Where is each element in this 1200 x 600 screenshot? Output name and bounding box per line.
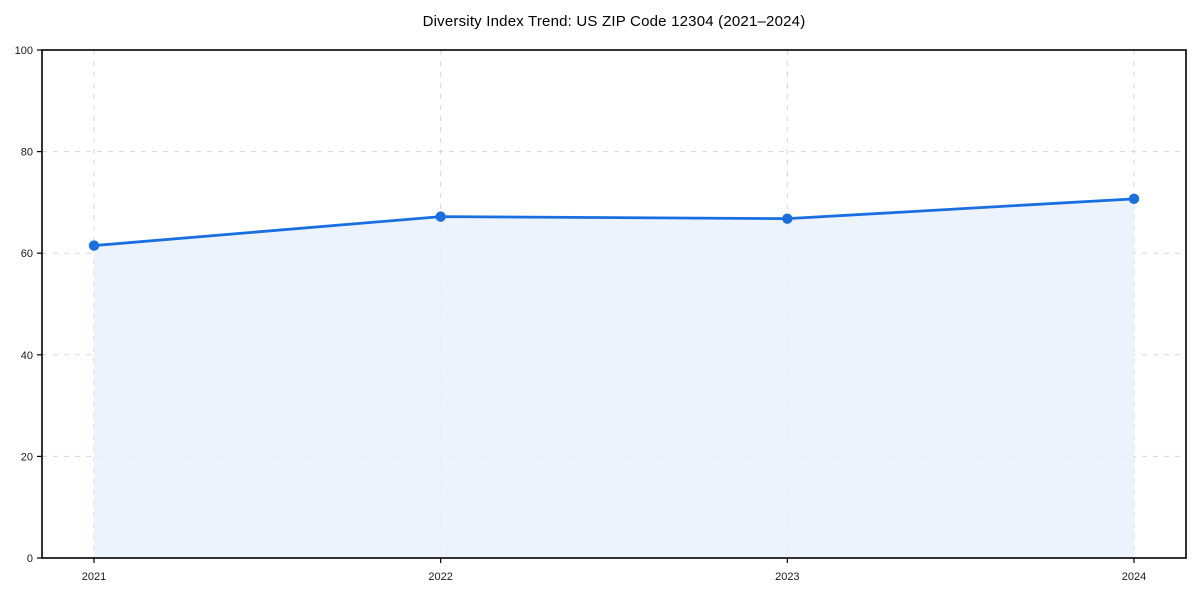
x-tick-label-2022: 2022 bbox=[428, 571, 452, 583]
y-tick-label-0: 0 bbox=[27, 553, 33, 565]
x-tick-label-2023: 2023 bbox=[775, 571, 799, 583]
y-tick-label-100: 100 bbox=[15, 45, 33, 57]
y-tick-label-80: 80 bbox=[21, 147, 33, 159]
chart-title: Diversity Index Trend: US ZIP Code 12304… bbox=[422, 13, 806, 30]
data-point-2024 bbox=[1128, 193, 1140, 205]
y-tick-label-20: 20 bbox=[21, 451, 33, 463]
data-point-2023 bbox=[782, 213, 793, 224]
data-point-2022 bbox=[435, 211, 446, 222]
y-tick-label-40: 40 bbox=[21, 350, 33, 362]
trend-line bbox=[92, 197, 1136, 247]
data-point-2021 bbox=[88, 240, 100, 251]
area-fill bbox=[94, 198, 1134, 558]
plot-frame bbox=[41, 49, 1187, 559]
x-tick-label-2024: 2024 bbox=[1122, 571, 1146, 583]
y-tick-label-60: 60 bbox=[21, 248, 33, 260]
x-tick-label-2021: 2021 bbox=[82, 571, 106, 583]
